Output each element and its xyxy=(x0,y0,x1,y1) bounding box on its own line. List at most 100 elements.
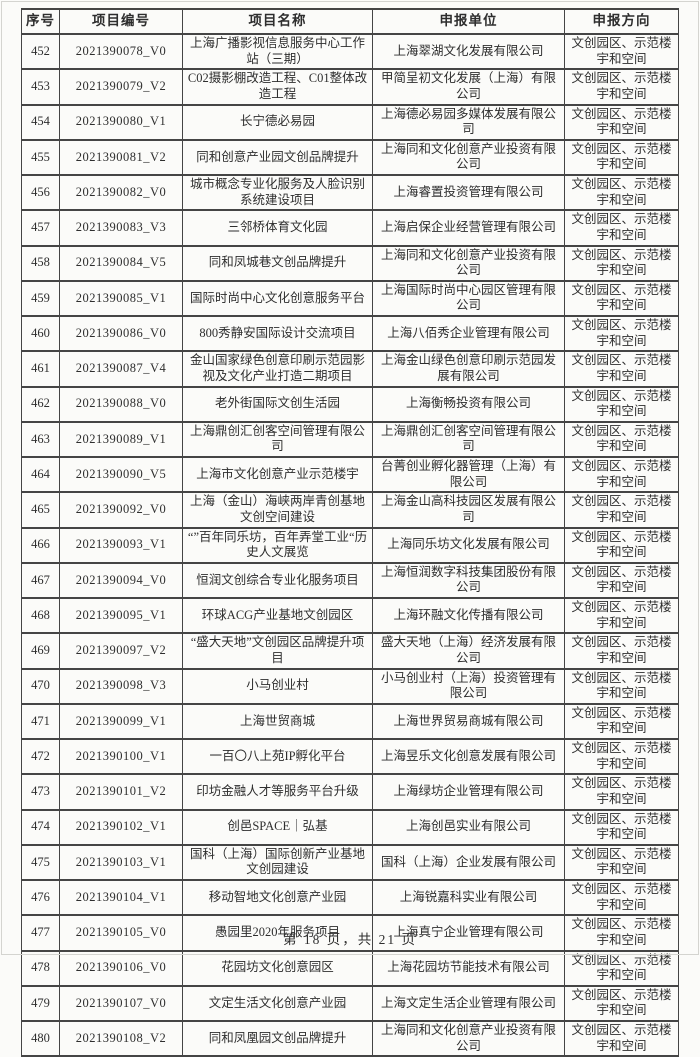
cell-project-name: 创邑SPACE｜弘基 xyxy=(182,808,373,846)
cell-seq: 454 xyxy=(21,103,60,141)
cell-applicant: 台菁创业孵化器管理（上海）有限公司 xyxy=(372,455,565,494)
cell-project-name: 三邻桥体育文化园 xyxy=(182,209,373,247)
table-row: 463 2021390089_V1 上海鼎创汇创客空间管理有限公司 上海鼎创汇创客空间… xyxy=(21,420,679,459)
header-cell: 项目编号 xyxy=(59,8,183,35)
cell-applicant: 上海同乐坊文化发展有限公司 xyxy=(372,526,565,564)
cell-seq: 460 xyxy=(21,314,60,353)
cell-seq: 457 xyxy=(21,209,60,247)
cell-project-id: 2021390084_V5 xyxy=(59,244,183,282)
cell-direction: 文创园区、示范楼宇和空间 xyxy=(564,843,679,882)
cell-project-name: 环球ACG产业基地文创园区 xyxy=(182,596,373,635)
cell-direction: 文创园区、示范楼宇和空间 xyxy=(564,455,679,494)
cell-seq: 469 xyxy=(21,632,60,670)
cell-project-id: 2021390087_V4 xyxy=(59,350,183,388)
cell-project-name: 同和创意产业园文创品牌提升 xyxy=(182,138,373,177)
cell-direction: 文创园区、示范楼宇和空间 xyxy=(564,773,679,811)
cell-direction: 文创园区、示范楼宇和空间 xyxy=(564,138,679,177)
cell-project-name: 文定生活文化创意产业园 xyxy=(182,984,373,1023)
table-row: 479 2021390107_V0 文定生活文化创意产业园 上海文定生活企业管理有限公… xyxy=(21,984,679,1023)
cell-applicant: 上海绿坊企业管理有限公司 xyxy=(372,773,565,811)
cell-project-id: 2021390079_V2 xyxy=(59,68,183,106)
cell-seq: 476 xyxy=(21,878,60,917)
cell-applicant: 甲简呈初文化发展（上海）有限公司 xyxy=(372,68,565,106)
cell-project-id: 2021390097_V2 xyxy=(59,632,183,670)
table-row: 454 2021390080_V1 长宁德必易园 上海德必易园多媒体发展有限公司 文创园… xyxy=(21,103,679,141)
cell-project-name: 国际时尚中心文化创意服务平台 xyxy=(182,279,373,318)
table-row: 457 2021390083_V3 三邻桥体育文化园 上海启保企业经营管理有限公司 文创… xyxy=(21,209,679,247)
header-cell: 序号 xyxy=(21,8,60,35)
table-row: 461 2021390087_V4 金山国家绿色创意印刷示范园影视及文化产业打造二期… xyxy=(21,350,679,388)
cell-applicant: 盛大天地（上海）经济发展有限公司 xyxy=(372,632,565,670)
cell-seq: 474 xyxy=(21,808,60,846)
cell-project-name: 上海（金山）海峡两岸青创基地文创空间建设 xyxy=(182,491,373,529)
cell-project-name: 上海广播影视信息服务中心工作站（三期） xyxy=(182,32,373,71)
table-row: 460 2021390086_V0 800秀静安国际设计交流项目 上海八佰秀企业管理有… xyxy=(21,314,679,353)
cell-project-id: 2021390104_V1 xyxy=(59,878,183,917)
cell-project-id: 2021390078_V0 xyxy=(59,32,183,71)
cell-seq: 477 xyxy=(21,914,60,952)
cell-project-name: 同和凤城巷文创品牌提升 xyxy=(182,244,373,282)
table-row: 458 2021390084_V5 同和凤城巷文创品牌提升 上海同和文化创意产业投资有… xyxy=(21,244,679,282)
cell-seq: 471 xyxy=(21,702,60,741)
cell-seq: 463 xyxy=(21,420,60,459)
table-row: 452 2021390078_V0 上海广播影视信息服务中心工作站（三期） 上海翠湖文… xyxy=(21,32,679,71)
table-row: 480 2021390108_V2 同和凤凰园文创品牌提升 上海同和文化创意产业投资有… xyxy=(21,1019,679,1057)
cell-project-id: 2021390089_V1 xyxy=(59,420,183,459)
cell-applicant: 上海文定生活企业管理有限公司 xyxy=(372,984,565,1023)
cell-direction: 文创园区、示范楼宇和空间 xyxy=(564,561,679,600)
header-cell: 申报方向 xyxy=(564,8,679,35)
table-row: 475 2021390103_V1 国科（上海）国际创新产业基地文创园建设 国科（上海… xyxy=(21,843,679,882)
cell-seq: 464 xyxy=(21,455,60,494)
cell-seq: 459 xyxy=(21,279,60,318)
cell-project-id: 2021390095_V1 xyxy=(59,596,183,635)
table-row: 473 2021390101_V2 印坊金融人才等服务平台升级 上海绿坊企业管理有限公… xyxy=(21,773,679,811)
cell-direction: 文创园区、示范楼宇和空间 xyxy=(564,526,679,564)
cell-seq: 462 xyxy=(21,385,60,423)
cell-direction: 文创园区、示范楼宇和空间 xyxy=(564,1019,679,1057)
cell-seq: 470 xyxy=(21,667,60,705)
table-row: 469 2021390097_V2 “盛大天地”文创园区品牌提升项目 盛大天地（上海）… xyxy=(21,632,679,670)
cell-project-id: 2021390083_V3 xyxy=(59,209,183,247)
cell-project-id: 2021390098_V3 xyxy=(59,667,183,705)
cell-project-id: 2021390103_V1 xyxy=(59,843,183,882)
cell-applicant: 上海国际时尚中心园区管理有限公司 xyxy=(372,279,565,318)
cell-project-id: 2021390082_V0 xyxy=(59,173,183,212)
cell-project-name: 恒润文创综合专业化服务项目 xyxy=(182,561,373,600)
cell-applicant: 上海金山高科技园区发展有限公司 xyxy=(372,491,565,529)
cell-applicant: 上海鼎创汇创客空间管理有限公司 xyxy=(372,420,565,459)
cell-direction: 文创园区、示范楼宇和空间 xyxy=(564,350,679,388)
cell-project-name: 金山国家绿色创意印刷示范园影视及文化产业打造二期项目 xyxy=(182,350,373,388)
cell-project-id: 2021390099_V1 xyxy=(59,702,183,741)
cell-direction: 文创园区、示范楼宇和空间 xyxy=(564,279,679,318)
table-row: 465 2021390092_V0 上海（金山）海峡两岸青创基地文创空间建设 上海金山… xyxy=(21,491,679,529)
table-row: 476 2021390104_V1 移动智地文化创意产业园 上海锐嘉科实业有限公司 文创… xyxy=(21,878,679,917)
cell-direction: 文创园区、示范楼宇和空间 xyxy=(564,385,679,423)
cell-applicant: 上海真宁企业管理有限公司 xyxy=(372,914,565,952)
cell-seq: 458 xyxy=(21,244,60,282)
header-row: 序号 项目编号 项目名称 申报单位 申报方向 xyxy=(21,8,679,35)
cell-direction: 文创园区、示范楼宇和空间 xyxy=(564,173,679,212)
cell-applicant: 上海德必易园多媒体发展有限公司 xyxy=(372,103,565,141)
table-row: 455 2021390081_V2 同和创意产业园文创品牌提升 上海同和文化创意产业投… xyxy=(21,138,679,177)
cell-direction: 文创园区、示范楼宇和空间 xyxy=(564,632,679,670)
table-body: 452 2021390078_V0 上海广播影视信息服务中心工作站（三期） 上海翠湖文… xyxy=(21,32,679,1057)
cell-seq: 466 xyxy=(21,526,60,564)
cell-seq: 455 xyxy=(21,138,60,177)
cell-applicant: 小马创业村（上海）投资管理有限公司 xyxy=(372,667,565,705)
cell-applicant: 上海启保企业经营管理有限公司 xyxy=(372,209,565,247)
table-row: 470 2021390098_V3 小马创业村 小马创业村（上海）投资管理有限公司 文创… xyxy=(21,667,679,705)
cell-applicant: 国科（上海）企业发展有限公司 xyxy=(372,843,565,882)
cell-applicant: 上海世界贸易商城有限公司 xyxy=(372,702,565,741)
cell-direction: 文创园区、示范楼宇和空间 xyxy=(564,702,679,741)
cell-applicant: 上海金山绿色创意印刷示范园发展有限公司 xyxy=(372,350,565,388)
cell-direction: 文创园区、示范楼宇和空间 xyxy=(564,103,679,141)
cell-direction: 文创园区、示范楼宇和空间 xyxy=(564,209,679,247)
cell-project-id: 2021390102_V1 xyxy=(59,808,183,846)
cell-project-id: 2021390093_V1 xyxy=(59,526,183,564)
cell-seq: 465 xyxy=(21,491,60,529)
cell-project-name: 上海市文化创意产业示范楼宇 xyxy=(182,455,373,494)
cell-project-id: 2021390085_V1 xyxy=(59,279,183,318)
cell-project-name: 印坊金融人才等服务平台升级 xyxy=(182,773,373,811)
cell-applicant: 上海翠湖文化发展有限公司 xyxy=(372,32,565,71)
